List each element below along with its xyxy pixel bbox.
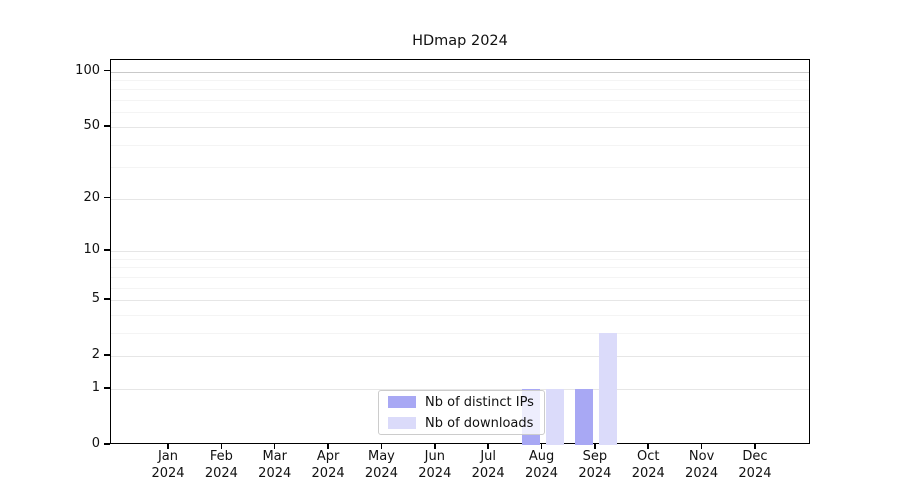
gridline-minor [111,267,809,269]
x-tick [220,444,223,449]
gridline-minor [111,100,809,102]
x-tick [327,444,329,449]
gridline-minor [111,112,809,114]
gridline-minor [111,80,809,82]
y-tick [104,125,110,127]
y-tick [104,387,110,389]
x-tick-label: Jul 2024 [471,449,505,481]
gridline-major [111,300,809,302]
legend-swatch-downloads [388,417,416,429]
y-tick [104,354,110,356]
x-tick-label: Jun 2024 [418,449,452,481]
gridline-minor [111,332,809,334]
y-tick-label: 20 [83,189,100,205]
plot-area [110,59,810,445]
gridline-minor [111,276,809,278]
y-tick-label: 10 [83,241,100,257]
gridline-minor [111,89,809,91]
legend-swatch-distinct-ips [388,396,416,408]
y-tick [104,249,110,251]
x-tick [700,444,703,449]
gridline-minor [111,167,809,169]
gridline-minor [111,314,809,316]
x-tick-label: Apr 2024 [311,449,345,481]
x-tick [647,444,649,449]
gridline-major [111,126,809,128]
gridline-major [111,250,809,252]
y-tick [104,196,110,199]
gridline-major [111,388,809,390]
x-tick [380,444,383,449]
gridline-major [111,71,809,73]
y-tick [104,443,110,445]
legend-label-downloads: Nb of downloads [425,415,534,431]
x-tick [434,444,436,449]
y-tick-label: 0 [91,436,100,451]
x-tick-label: Jan 2024 [151,449,185,481]
legend-item-downloads: Nb of downloads [388,415,544,432]
bar-downloads-sep [598,332,617,445]
x-tick-label: Oct 2024 [631,449,665,481]
y-tick-label: 5 [91,291,100,307]
x-tick-label: Mar 2024 [258,449,292,481]
y-tick-label: 2 [91,347,100,363]
x-tick-label: Feb 2024 [204,449,238,481]
gridline-major [111,198,809,200]
x-tick [754,444,756,449]
x-tick-label: May 2024 [364,449,398,481]
legend-label-distinct-ips: Nb of distinct IPs [425,394,534,410]
chart-title: HDmap 2024 [412,33,508,49]
y-tick-label: 100 [75,62,100,78]
y-tick [104,69,110,72]
x-tick-label: Sep 2024 [578,449,612,481]
gridline-minor [111,258,809,260]
bar-downloads-aug [545,388,564,445]
gridline-minor [111,287,809,289]
x-tick [167,444,169,449]
gridline-major [111,356,809,358]
x-tick [273,444,276,449]
y-tick-label: 50 [83,117,100,133]
x-tick-label: Aug 2024 [524,449,559,481]
gridline-minor [111,144,809,146]
x-tick [540,444,543,449]
bar-distinct-ips-sep [574,388,593,445]
x-tick [594,444,596,449]
legend-item-distinct-ips: Nb of distinct IPs [388,394,544,411]
x-tick [487,444,489,449]
x-tick-label: Nov 2024 [685,449,719,481]
x-tick-label: Dec 2024 [738,449,772,481]
legend: Nb of distinct IPs Nb of downloads [378,390,545,435]
y-tick-label: 1 [91,379,100,395]
y-tick [104,298,110,300]
